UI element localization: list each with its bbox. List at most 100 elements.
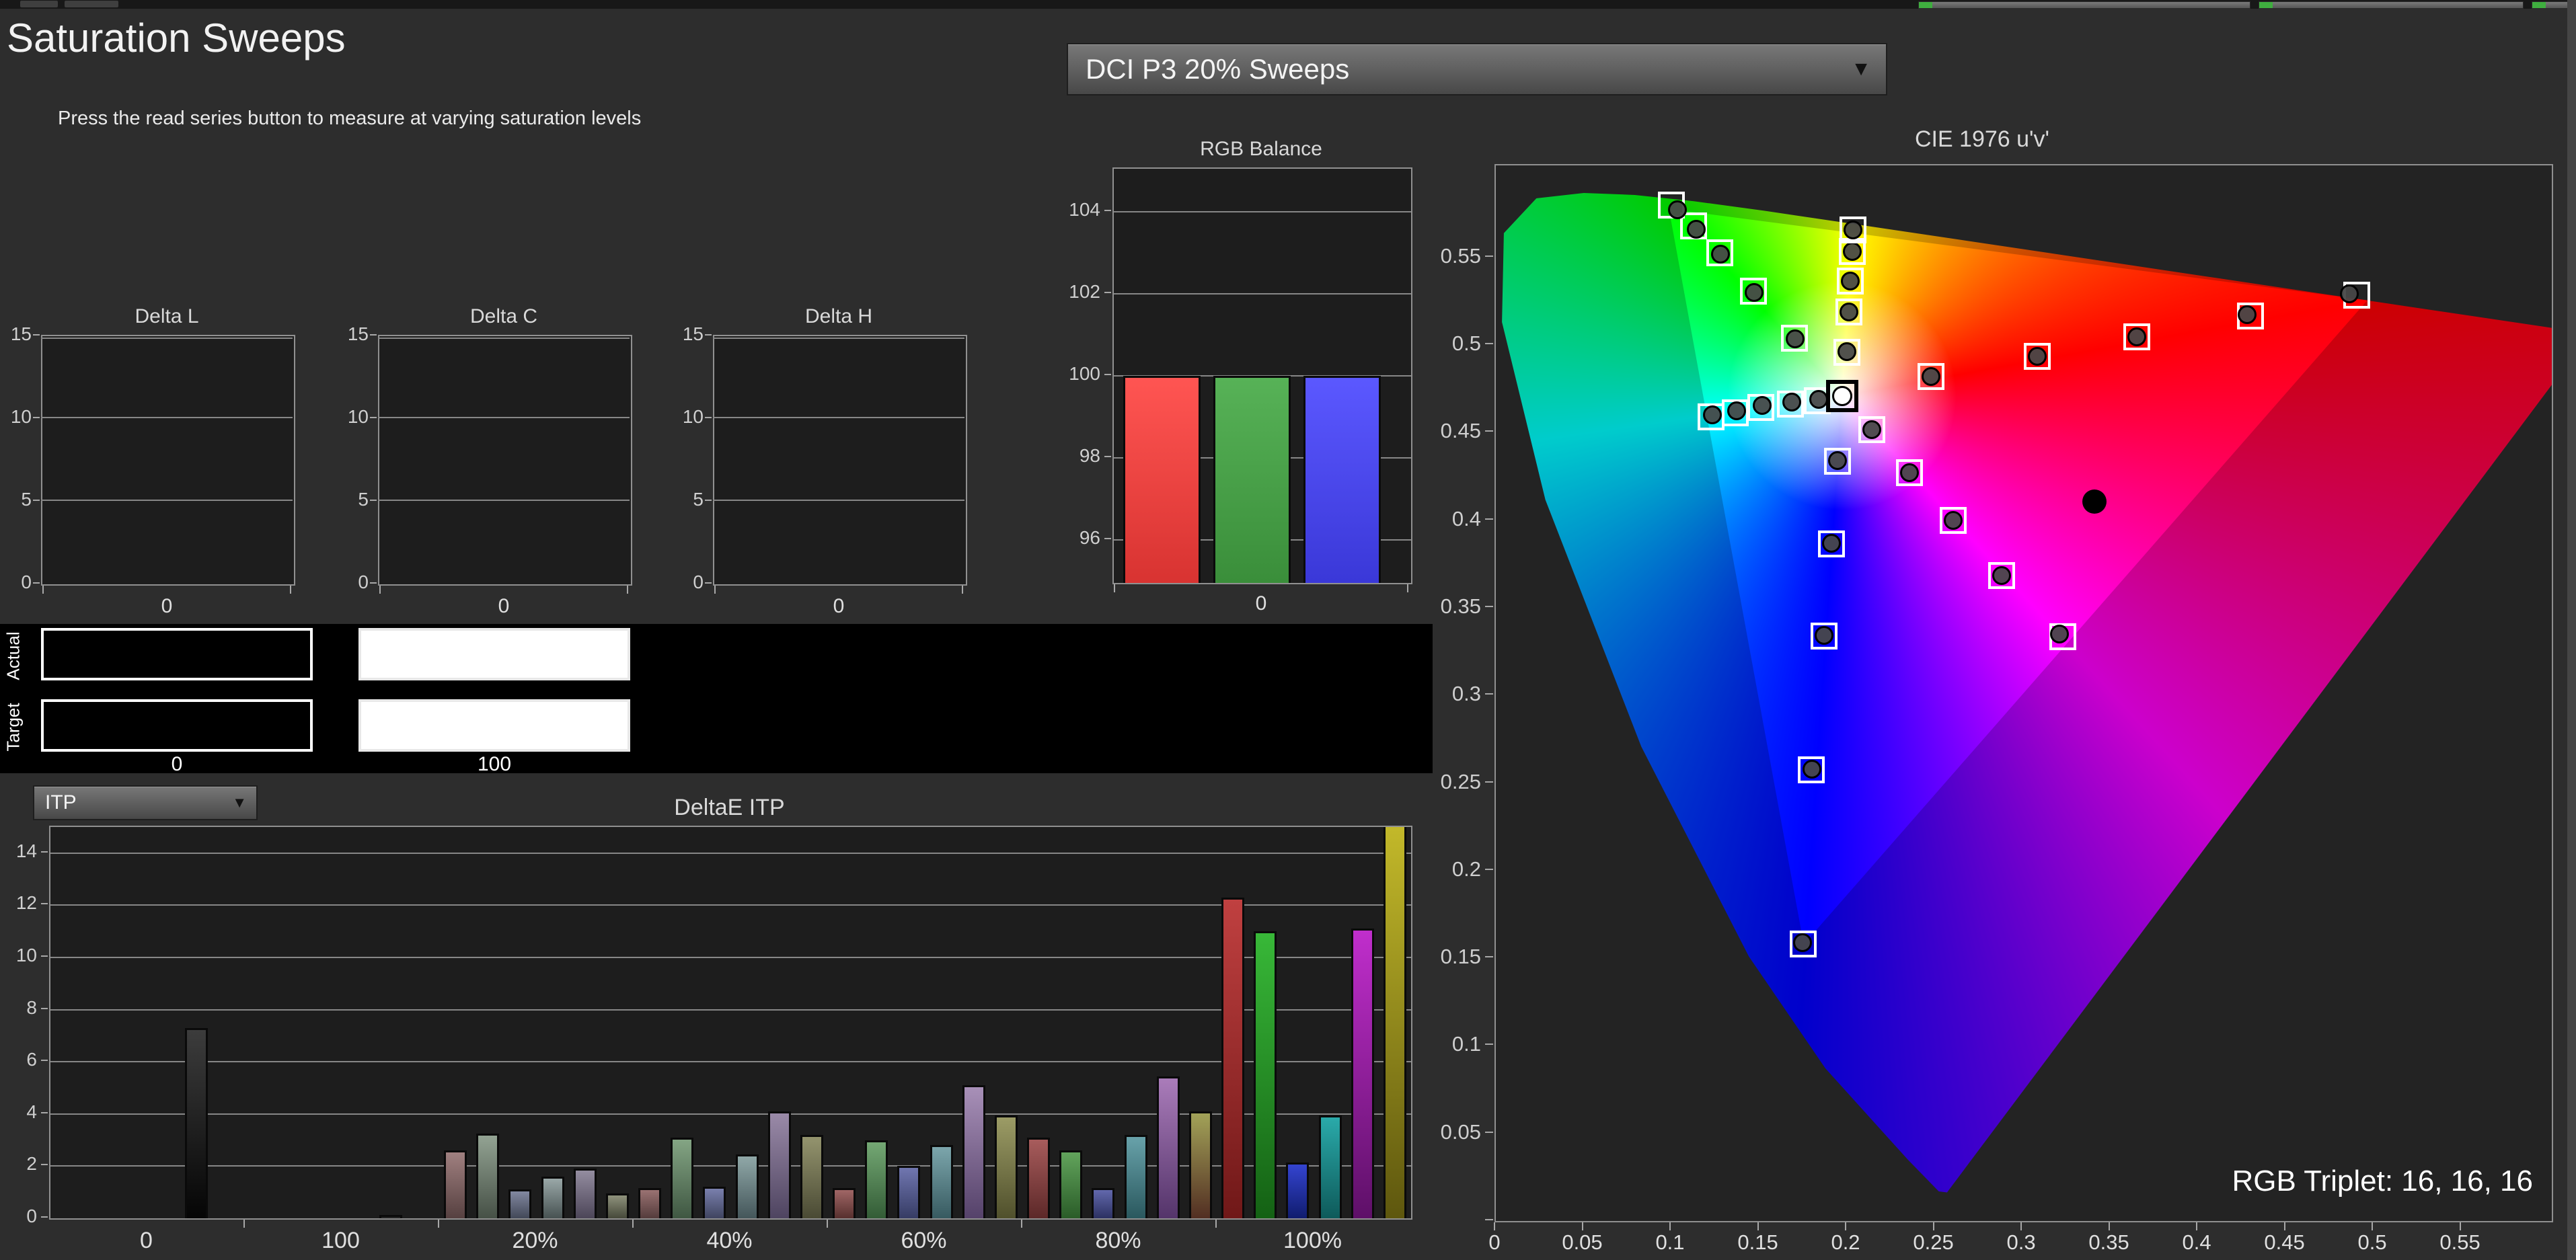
cie-target-square-red-20pct: [1918, 363, 1945, 390]
ytick-label: 10: [347, 406, 369, 427]
ytick-mark: [41, 903, 48, 905]
cie-white-point-dot: [1831, 385, 1852, 406]
cie-measured-dot-magenta-80pct: [1992, 566, 2011, 586]
cie-ytick-label: 0.05: [1440, 1119, 1481, 1144]
sweep-preset-dropdown[interactable]: DCI P3 20% Sweeps ▼: [1067, 43, 1887, 95]
cie-xtick-mark: [1669, 1222, 1671, 1230]
chart-title-cie-1976: CIE 1976 u'v': [1914, 126, 2050, 152]
cie-xtick-mark: [1494, 1222, 1495, 1230]
deltae-formula-dropdown[interactable]: ITP ▼: [33, 785, 258, 820]
ytick-mark: [370, 417, 377, 418]
xtick-mark: [714, 586, 716, 594]
cie-measured-dot-cyan-80pct: [1727, 401, 1746, 421]
gridline: [378, 500, 630, 501]
swatch-col-label-100: 100: [477, 753, 512, 775]
ytick-label: 15: [682, 323, 704, 344]
chart-title-deltae-itp: DeltaE ITP: [674, 795, 785, 820]
ytick-label: 0: [26, 1206, 37, 1226]
ytick-mark: [705, 334, 712, 336]
cie-ytick-mark: [1485, 430, 1493, 432]
cie-measured-dot-magenta-100pct: [2049, 625, 2069, 644]
deltae-bar-80%-blue: [1092, 1188, 1115, 1218]
cie-xtick-label: 0: [1488, 1230, 1501, 1254]
xtick-mark: [1215, 1220, 1217, 1228]
cie-ytick-label: 0.5: [1451, 331, 1481, 356]
window-scrollbar[interactable]: [2567, 0, 2576, 1260]
deltae-bar-100-magenta: [379, 1215, 402, 1218]
deltae-bar-100%-yellow: [1383, 827, 1406, 1218]
cie-measured-dot-magenta-40pct: [1899, 463, 1919, 483]
target-swatch-0: [41, 699, 313, 752]
window-tab[interactable]: [65, 1, 118, 7]
ytick-label: 4: [26, 1101, 37, 1122]
ytick-mark: [41, 851, 48, 853]
ytick-label: 15: [10, 323, 32, 344]
xtick-mark: [1114, 584, 1115, 592]
cie-ytick-label: 0.35: [1440, 594, 1481, 618]
deltae-bar-100%-red: [1221, 897, 1245, 1218]
deltae-formula-value: ITP: [45, 791, 77, 814]
deltae-bar-80%-green: [1059, 1150, 1083, 1218]
progress-meter: [2259, 1, 2524, 9]
cie-ytick-label: 0.4: [1451, 506, 1481, 530]
cie-xtick-label: 0.4: [2182, 1230, 2211, 1254]
cie-xtick-mark: [1581, 1222, 1583, 1230]
cie-ytick-label: 0.1: [1451, 1032, 1481, 1056]
xtick-mark: [379, 586, 381, 594]
cie-target-square-blue-20pct: [1823, 448, 1851, 475]
gridline: [50, 1061, 1411, 1063]
ytick-mark: [1104, 537, 1111, 539]
deltae-bar-60%-yellow: [994, 1115, 1018, 1218]
deltae-category-label: 100: [321, 1228, 360, 1253]
ytick-label: 102: [1069, 281, 1100, 303]
cie-ytick-mark: [1485, 518, 1493, 520]
cie-target-square-yellow-100pct: [1839, 216, 1866, 244]
row-label-actual: Actual: [3, 631, 24, 680]
plot-rgb-balance: [1112, 167, 1412, 584]
plot-delta-l: [41, 335, 295, 586]
gridline: [713, 338, 964, 339]
gridline: [41, 338, 293, 339]
cie-target-square-yellow-60pct: [1836, 268, 1864, 295]
ytick-label: 15: [347, 323, 369, 344]
rgb-balance-bar-blue: [1303, 376, 1381, 583]
xtick-mark: [290, 586, 291, 594]
plot-delta-c: [378, 335, 632, 586]
cie-target-square-green-60pct: [1706, 239, 1734, 267]
cie-ytick-mark: [1485, 1131, 1493, 1133]
cie-target-square-cyan-100pct: [1697, 403, 1725, 431]
cie-xtick-label: 0.3: [2006, 1230, 2036, 1254]
plot-delta-h: [713, 335, 967, 586]
cie-measured-dot-cyan-40pct: [1782, 393, 1802, 412]
cie-target-square-magenta-20pct: [1858, 416, 1886, 444]
window-tab[interactable]: [20, 1, 58, 7]
cie-ytick-mark: [1485, 343, 1493, 345]
cie-target-square-cyan-40pct: [1776, 391, 1804, 418]
ytick-mark: [33, 582, 40, 584]
gridline: [713, 417, 964, 418]
gridline: [41, 500, 293, 501]
cie-measured-dot-blue-100pct: [1793, 933, 1813, 952]
ytick-mark: [41, 955, 48, 957]
deltae-bar-40%-cyan: [735, 1154, 759, 1218]
cie-xtick-label: 0.1: [1655, 1230, 1685, 1254]
ytick-label: 6: [26, 1049, 37, 1070]
cie-measured-dot-green-80pct: [1686, 220, 1706, 239]
cie-xtick-mark: [1757, 1222, 1759, 1230]
cie-measured-dot-green-20pct: [1786, 329, 1805, 348]
ytick-label: 5: [358, 489, 369, 510]
ytick-mark: [41, 1060, 48, 1062]
chart-title-delta-l: Delta L: [135, 305, 199, 327]
cie-xtick-mark: [2283, 1222, 2285, 1230]
deltae-bar-60%-green: [865, 1140, 888, 1218]
deltae-bar-20%-magenta: [573, 1169, 597, 1218]
cie-measured-dot-yellow-80pct: [1842, 242, 1862, 262]
chart-title-delta-c: Delta C: [469, 305, 538, 327]
gridline: [378, 417, 630, 418]
cie-xtick-mark: [2020, 1222, 2022, 1230]
ytick-label: 100: [1069, 363, 1100, 384]
ytick-label: 98: [1079, 444, 1100, 466]
deltae-bar-20%-blue: [508, 1189, 532, 1218]
cie-measured-dot-magenta-60pct: [1943, 510, 1963, 530]
cie-target-square-blue-80pct: [1798, 756, 1825, 783]
